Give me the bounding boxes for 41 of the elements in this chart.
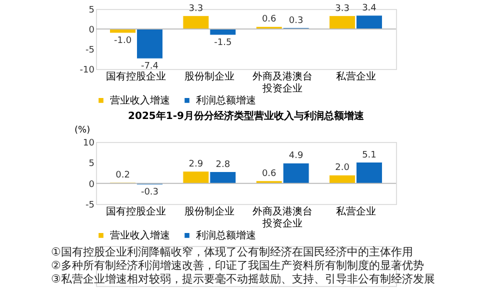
data-label: 0.2 xyxy=(116,170,130,181)
data-label: 3.3 xyxy=(188,4,204,14)
y-tick-label: -10 xyxy=(80,66,95,76)
x-tick-label: 私营企业 xyxy=(336,70,376,82)
legend-label: 营业收入增速 xyxy=(110,94,170,106)
data-label: 5.1 xyxy=(362,150,376,160)
y-tick-label: 5 xyxy=(88,6,94,16)
chart-title: 2025年1-9月份分经济类型营业收入与利润总额增速 xyxy=(128,110,365,122)
data-label: 3.4 xyxy=(362,3,377,14)
x-tick-label: 外商及港澳台投资企业 xyxy=(252,206,313,230)
data-label: -0.3 xyxy=(140,188,159,198)
data-label: 0.3 xyxy=(288,16,304,26)
x-tick-label: 私营企业 xyxy=(336,206,376,218)
y-tick-label: 10 xyxy=(83,138,95,148)
x-tick-label: 股份制企业 xyxy=(184,206,234,218)
x-tick-label: 国有控股企业 xyxy=(106,206,166,218)
x-tick-label: 外商及港澳台投资企业 xyxy=(252,70,313,94)
x-tick-label: 国有控股企业 xyxy=(106,70,166,82)
y-tick-label: -5 xyxy=(86,46,94,56)
data-label: 0.6 xyxy=(262,168,277,179)
y-tick-label: -5 xyxy=(86,200,94,210)
data-label: 2.8 xyxy=(216,160,230,170)
text: ①国有控股企业利润降幅收窄，体现了公有制经济在国民经济中的主体作用 xyxy=(51,246,413,259)
data-label: 2.9 xyxy=(188,159,204,170)
data-label: 3.3 xyxy=(335,4,350,14)
data-label: -1.5 xyxy=(214,38,232,48)
data-label: -7.4 xyxy=(140,62,159,72)
legend-label: 营业收入增速 xyxy=(110,229,170,242)
data-label: 2.0 xyxy=(335,163,350,174)
x-tick-label: 股份制企业 xyxy=(184,70,234,82)
y-tick-label: 0 xyxy=(88,26,95,36)
y-tick-label: 0 xyxy=(88,180,95,190)
y-tick-label: 5 xyxy=(88,159,94,170)
text: ③私营企业增速相对较弱，提示要毫不动摇鼓励、支持、引导非公有制经济发展 xyxy=(51,272,435,286)
legend-label: 利润总额增速 xyxy=(196,229,256,242)
data-label: -1.0 xyxy=(114,36,132,46)
data-label: 4.9 xyxy=(288,151,304,162)
data-label: 0.6 xyxy=(262,14,277,25)
y-axis-title: (%) xyxy=(74,126,90,136)
text: ②多种所有制经济利润增速改善，印证了我国生产资料所有制制度的显著优势 xyxy=(51,259,424,272)
legend-label: 利润总额增速 xyxy=(196,94,256,106)
